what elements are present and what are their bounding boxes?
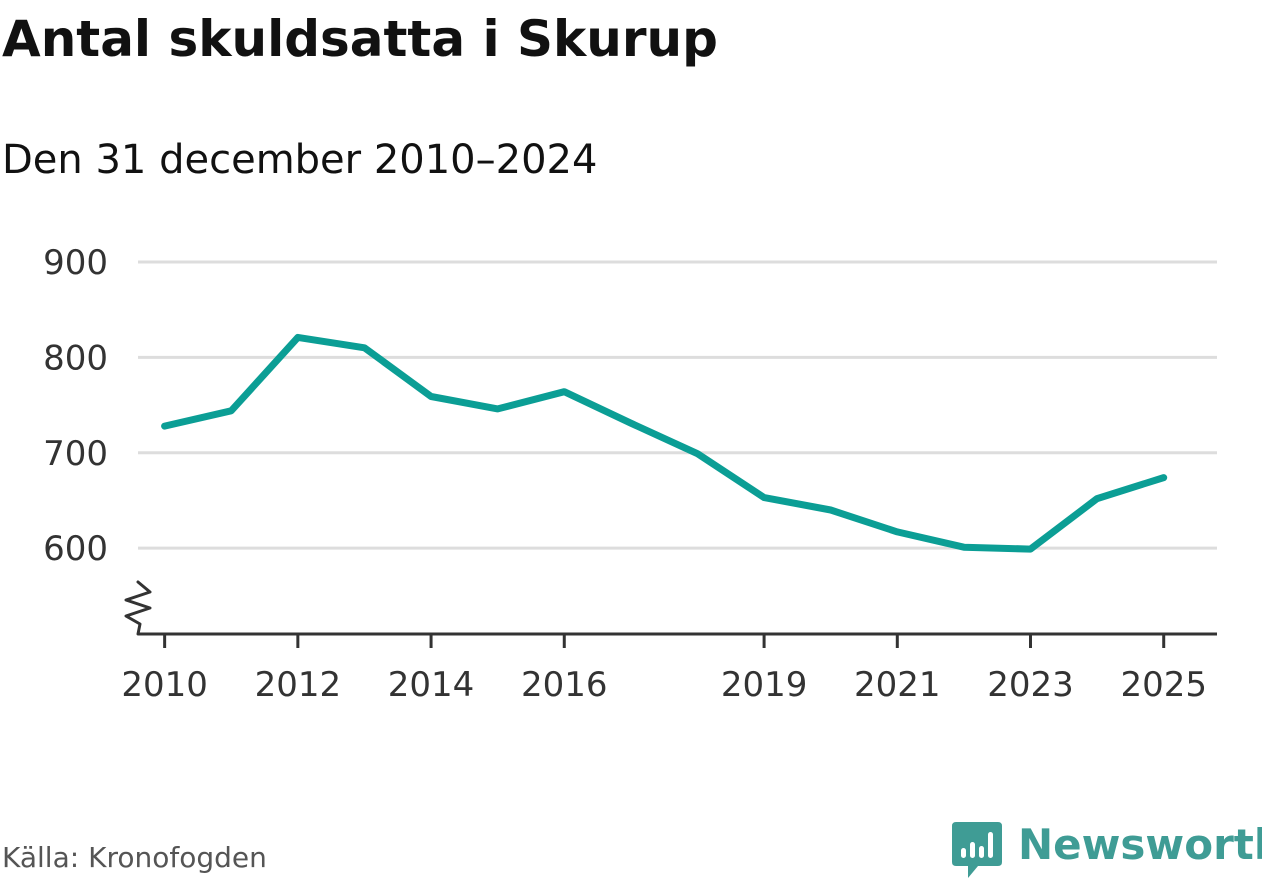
y-tick-label-600: 600 <box>43 529 108 569</box>
chart-title: Antal skuldsatta i Skurup <box>2 10 718 68</box>
series-lines <box>161 333 1168 553</box>
x-tick-labels: 2010 2012 2014 2016 2019 2021 2023 2025 <box>121 665 1207 705</box>
series-line-1 <box>161 333 1168 553</box>
y-tick-label-900: 900 <box>43 243 108 283</box>
line-chart: 600 700 800 900 2010 2012 2014 2016 2019 2021 202… <box>43 243 1217 705</box>
x-tick-label-2010: 2010 <box>121 665 208 705</box>
axes <box>124 580 1217 648</box>
brand-logo: Newsworthy <box>952 818 1262 878</box>
x-tick-label-2012: 2012 <box>255 665 342 705</box>
x-tick-label-2025: 2025 <box>1120 665 1207 705</box>
y-axis-break-marker <box>124 580 152 636</box>
y-tick-labels: 600 700 800 900 <box>43 243 108 569</box>
x-tick-label-2023: 2023 <box>987 665 1074 705</box>
x-tick-label-2014: 2014 <box>388 665 475 705</box>
newsworthy-logo-icon <box>952 822 1002 878</box>
y-tick-label-800: 800 <box>43 338 108 378</box>
brand-name: Newsworthy <box>1018 820 1262 869</box>
x-tick-label-2019: 2019 <box>721 665 808 705</box>
y-tick-label-700: 700 <box>43 434 108 474</box>
chart-subtitle: Den 31 december 2010–2024 <box>2 137 598 183</box>
x-tick-label-2016: 2016 <box>521 665 608 705</box>
grid-lines <box>138 260 1217 550</box>
source-note: Källa: Kronofogden <box>2 841 267 874</box>
x-tick-label-2021: 2021 <box>854 665 941 705</box>
